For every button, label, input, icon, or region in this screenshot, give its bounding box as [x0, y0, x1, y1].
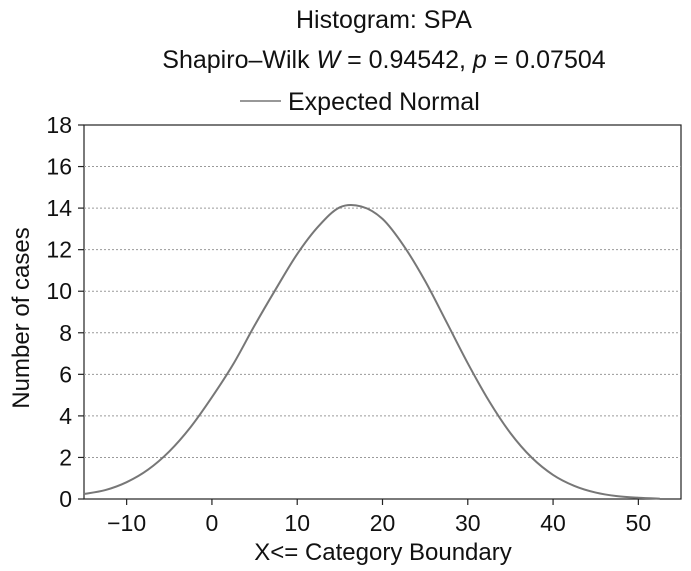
y-tick-label: 6 [59, 361, 72, 387]
subtitle-prefix: Shapiro–Wilk [162, 46, 316, 74]
y-tick-label: 10 [46, 278, 72, 304]
y-tick-label: 8 [59, 320, 72, 346]
x-tick-label: −10 [107, 510, 146, 536]
y-tick-label: 0 [59, 486, 72, 512]
subtitle-w-value: = 0.94542, [340, 46, 473, 74]
x-tick-label: 40 [540, 510, 566, 536]
subtitle-p-value: = 0.07504 [487, 46, 606, 74]
x-tick-label: 0 [206, 510, 219, 536]
grid-lines [84, 166, 681, 458]
x-axis-ticks: −10 0 10 20 30 40 50 [107, 499, 651, 536]
y-tick-label: 12 [46, 237, 72, 263]
x-tick-label: 10 [284, 510, 310, 536]
chart-subtitle: Shapiro–Wilk W = 0.94542, p = 0.07504 [162, 46, 605, 74]
chart-legend: Expected Normal [240, 88, 480, 116]
series-layer [83, 203, 660, 500]
x-tick-label: 30 [455, 510, 481, 536]
y-tick-label: 2 [59, 444, 72, 470]
y-axis-title: Number of cases [8, 227, 35, 408]
y-tick-label: 4 [59, 403, 72, 429]
series-line-expected-normal [83, 203, 660, 500]
subtitle-p-symbol: p [472, 46, 487, 74]
legend-label: Expected Normal [288, 88, 480, 116]
x-axis-title: X<= Category Boundary [254, 539, 512, 566]
plot-frame [83, 124, 682, 500]
y-tick-label: 14 [46, 195, 72, 221]
y-tick-label: 18 [46, 112, 72, 138]
chart-title: Histogram: SPA [296, 6, 472, 34]
x-tick-label: 20 [370, 510, 396, 536]
y-tick-label: 16 [46, 154, 72, 180]
subtitle-w-symbol: W [317, 46, 343, 74]
y-axis-ticks: 0 2 4 6 8 10 12 14 16 18 [46, 112, 84, 512]
x-tick-label: 50 [626, 510, 652, 536]
